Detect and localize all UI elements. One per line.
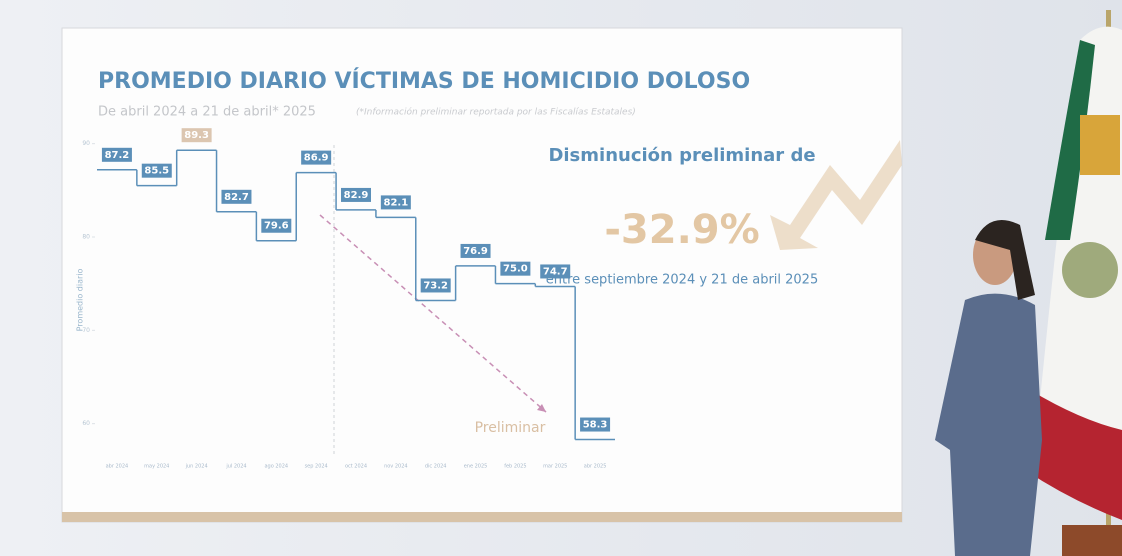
x-tick-label: abr 2024: [106, 464, 129, 470]
subtitle: De abril 2024 a 21 de abril* 2025: [98, 105, 316, 120]
value-label: 74.7: [543, 266, 568, 277]
x-tick-label: dic 2024: [425, 464, 447, 470]
x-tick-label: jul 2024: [225, 464, 246, 470]
trend-label: Preliminar: [475, 420, 546, 436]
value-label: 85.5: [144, 166, 169, 177]
x-tick-label: oct 2024: [345, 464, 367, 470]
value-label: 79.6: [264, 221, 289, 232]
y-tick-label: 90: [82, 140, 90, 147]
y-tick-label: 80: [82, 234, 90, 241]
scene: PROMEDIO DIARIO VÍCTIMAS DE HOMICIDIO DO…: [0, 0, 1122, 556]
x-tick-label: ene 2025: [464, 464, 488, 470]
x-tick-label: jun 2024: [185, 464, 208, 470]
x-tick-label: sep 2024: [305, 464, 328, 470]
x-tick-label: mar 2025: [543, 464, 567, 470]
value-label: 82.7: [224, 192, 249, 203]
x-tick-label: ago 2024: [264, 464, 288, 470]
value-label: 86.9: [304, 153, 329, 164]
x-tick-label: may 2024: [144, 464, 169, 470]
y-tick-label: 60: [82, 420, 90, 427]
value-label: 58.3: [583, 420, 608, 431]
chart-title: PROMEDIO DIARIO VÍCTIMAS DE HOMICIDIO DO…: [98, 68, 750, 94]
value-label: 75.0: [503, 264, 528, 275]
value-label: 76.9: [463, 246, 488, 257]
x-tick-label: nov 2024: [384, 464, 408, 470]
value-label: 89.3: [184, 130, 209, 141]
x-tick-label: feb 2025: [504, 464, 526, 470]
callout-heading: Disminución preliminar de: [548, 145, 815, 166]
callout-figure: -32.9%: [604, 207, 759, 253]
value-label: 82.1: [384, 197, 409, 208]
x-tick-label: abr 2025: [584, 464, 607, 470]
slide-footer-bar: [62, 512, 902, 522]
note: (*Información preliminar reportada por l…: [356, 107, 636, 118]
callout-period: entre septiembre 2024 y 21 de abril 2025: [546, 273, 818, 288]
y-tick-label: 70: [82, 327, 90, 334]
value-label: 87.2: [105, 150, 130, 161]
value-label: 82.9: [344, 190, 369, 201]
y-axis-label: Promedio diario: [76, 269, 85, 332]
value-label: 73.2: [423, 280, 448, 291]
